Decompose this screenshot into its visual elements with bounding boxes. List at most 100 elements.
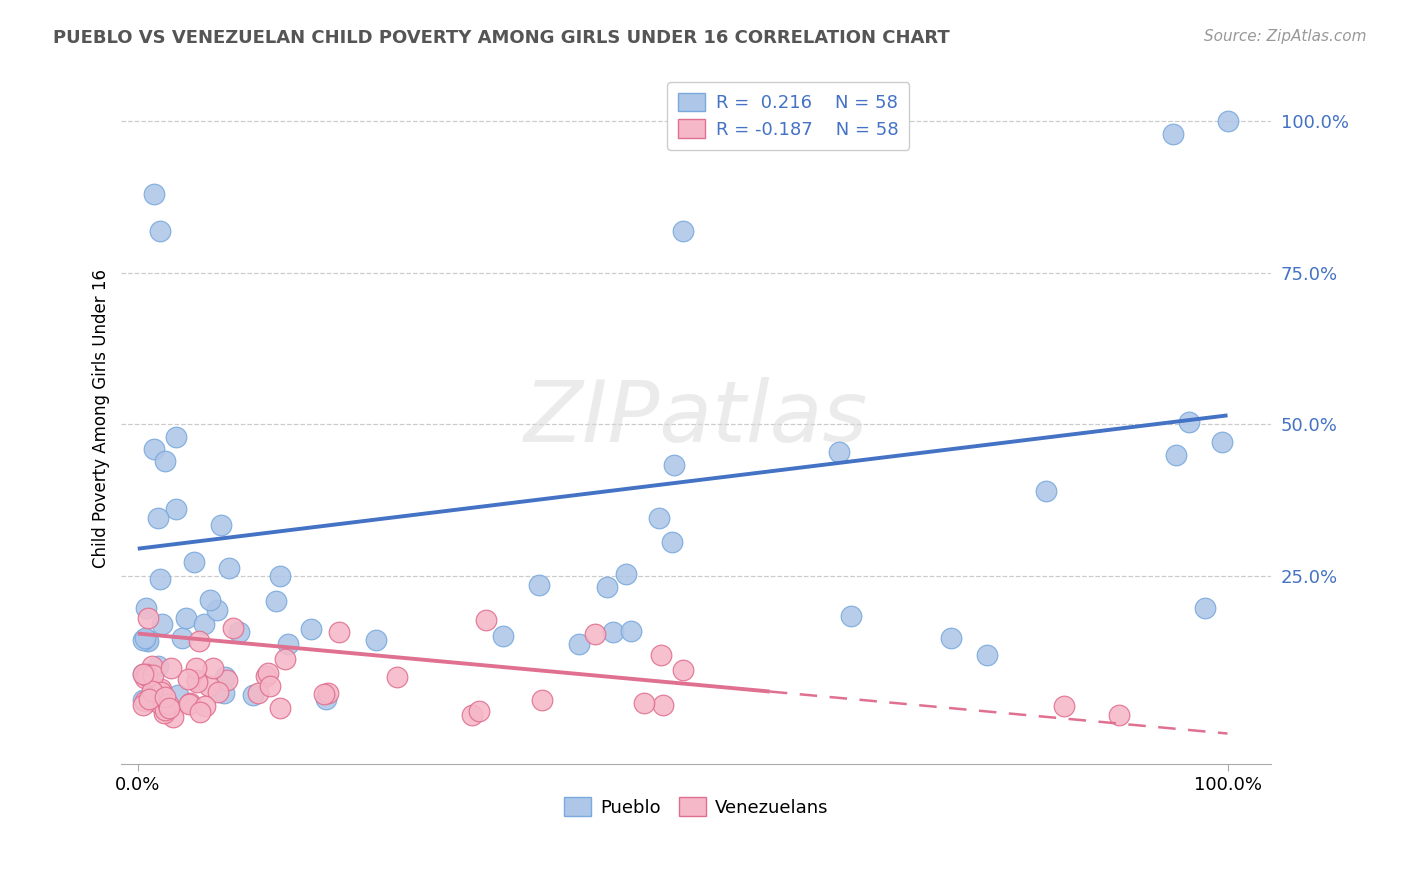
- Y-axis label: Child Poverty Among Girls Under 16: Child Poverty Among Girls Under 16: [93, 268, 110, 568]
- Point: [585, 626, 607, 640]
- Point: [193, 617, 215, 632]
- Point: [214, 670, 236, 684]
- Point: [177, 697, 200, 711]
- Point: [672, 223, 695, 237]
- Point: [188, 634, 211, 648]
- Point: [568, 637, 591, 651]
- Point: [1053, 699, 1076, 714]
- Point: [1161, 127, 1184, 141]
- Point: [132, 666, 155, 681]
- Point: [269, 569, 291, 583]
- Point: [242, 688, 264, 702]
- Point: [277, 637, 299, 651]
- Point: [1164, 448, 1187, 462]
- Point: [156, 697, 179, 711]
- Point: [153, 454, 176, 468]
- Point: [228, 624, 250, 639]
- Point: [200, 592, 222, 607]
- Point: [316, 686, 339, 700]
- Point: [188, 706, 211, 720]
- Point: [194, 698, 217, 713]
- Point: [198, 679, 221, 693]
- Point: [135, 601, 157, 615]
- Point: [174, 611, 197, 625]
- Point: [149, 572, 172, 586]
- Point: [620, 624, 643, 638]
- Point: [136, 669, 159, 683]
- Point: [1194, 601, 1216, 615]
- Point: [475, 613, 498, 627]
- Point: [274, 652, 297, 666]
- Point: [221, 621, 243, 635]
- Point: [672, 663, 695, 677]
- Point: [157, 701, 180, 715]
- Point: [132, 698, 155, 712]
- Point: [1035, 483, 1057, 498]
- Point: [1178, 415, 1201, 429]
- Point: [648, 510, 671, 524]
- Point: [165, 502, 187, 516]
- Point: [134, 632, 156, 646]
- Point: [205, 603, 228, 617]
- Point: [186, 673, 208, 688]
- Point: [183, 555, 205, 569]
- Point: [269, 701, 291, 715]
- Point: [132, 693, 155, 707]
- Point: [141, 684, 163, 698]
- Point: [312, 687, 335, 701]
- Point: [141, 659, 163, 673]
- Point: [143, 442, 166, 456]
- Point: [143, 187, 166, 202]
- Point: [976, 648, 998, 663]
- Point: [150, 685, 173, 699]
- Point: [184, 660, 207, 674]
- Point: [146, 659, 169, 673]
- Point: [254, 669, 277, 683]
- Point: [132, 666, 155, 681]
- Point: [142, 668, 165, 682]
- Point: [530, 693, 553, 707]
- Point: [256, 666, 278, 681]
- Point: [939, 631, 962, 645]
- Point: [468, 704, 491, 718]
- Point: [152, 706, 174, 720]
- Point: [1211, 434, 1233, 449]
- Point: [315, 692, 337, 706]
- Point: [299, 622, 322, 636]
- Text: Source: ZipAtlas.com: Source: ZipAtlas.com: [1204, 29, 1367, 44]
- Legend: Pueblo, Venezuelans: Pueblo, Venezuelans: [557, 790, 835, 824]
- Point: [328, 624, 350, 639]
- Point: [364, 633, 387, 648]
- Point: [136, 611, 159, 625]
- Point: [259, 679, 281, 693]
- Point: [460, 708, 482, 723]
- Point: [135, 667, 157, 681]
- Point: [633, 696, 655, 710]
- Point: [264, 593, 287, 607]
- Point: [153, 690, 176, 704]
- Point: [170, 631, 193, 645]
- Point: [828, 445, 851, 459]
- Point: [209, 518, 232, 533]
- Point: [207, 685, 229, 699]
- Point: [1108, 708, 1130, 723]
- Point: [141, 690, 163, 705]
- Point: [150, 682, 173, 697]
- Point: [162, 710, 184, 724]
- Point: [527, 578, 550, 592]
- Point: [136, 634, 159, 648]
- Point: [148, 511, 170, 525]
- Point: [385, 670, 408, 684]
- Point: [218, 560, 240, 574]
- Point: [614, 566, 637, 581]
- Text: ZIPatlas: ZIPatlas: [524, 377, 869, 460]
- Point: [596, 580, 619, 594]
- Point: [1216, 114, 1239, 128]
- Point: [186, 674, 208, 689]
- Point: [149, 223, 172, 237]
- Point: [492, 629, 515, 643]
- Point: [150, 616, 173, 631]
- Point: [138, 694, 160, 708]
- Point: [650, 648, 672, 662]
- Point: [166, 689, 188, 703]
